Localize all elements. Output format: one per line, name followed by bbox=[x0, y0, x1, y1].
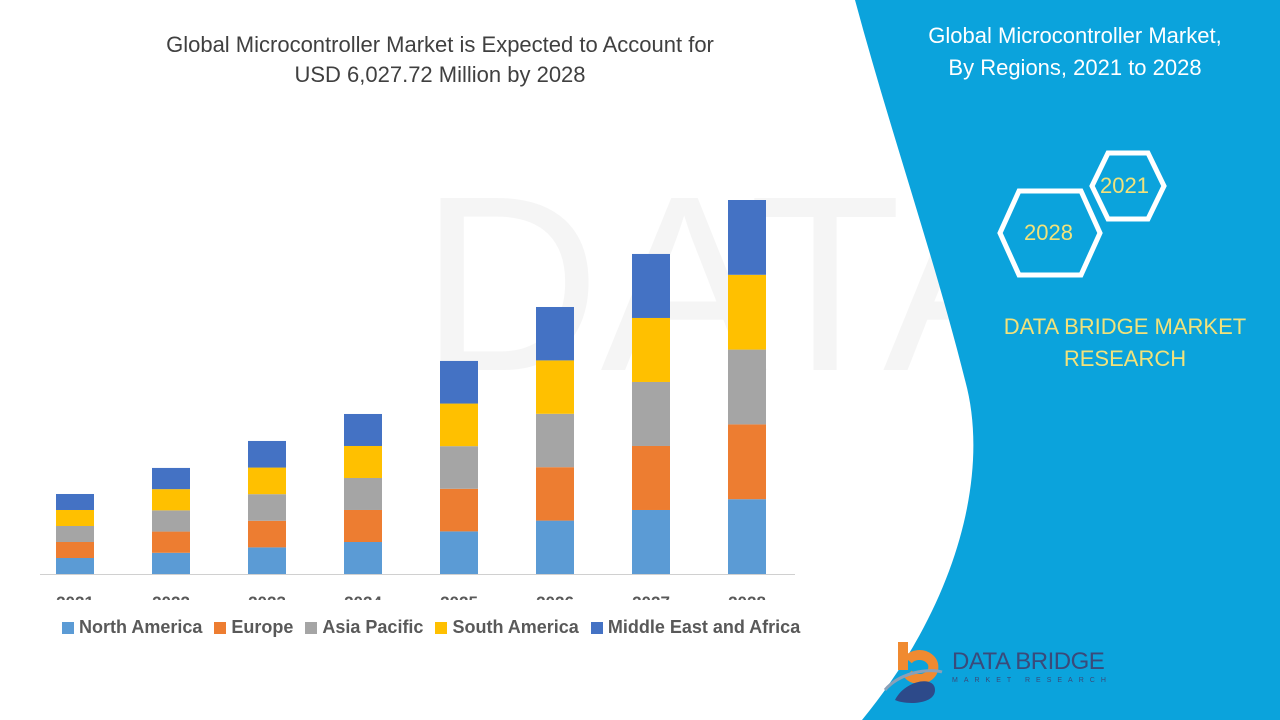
legend-item: Europe bbox=[214, 617, 293, 638]
x-tick-label: 2028 bbox=[728, 593, 766, 600]
bar-segment-2021-0 bbox=[56, 557, 94, 574]
brand-line-2: RESEARCH bbox=[1063, 346, 1187, 371]
hex-label-2028: 2028 bbox=[1024, 220, 1073, 245]
bar-segment-2023-0 bbox=[248, 547, 286, 574]
side-panel-title: Global Microcontroller Market, By Region… bbox=[900, 20, 1250, 84]
bar-segment-2025-3 bbox=[440, 403, 478, 447]
legend-swatch bbox=[214, 621, 227, 634]
bar-segment-2023-4 bbox=[248, 440, 286, 468]
legend-item: North America bbox=[62, 617, 202, 638]
legend-label: Middle East and Africa bbox=[607, 617, 801, 637]
bar-segment-2028-2 bbox=[728, 349, 766, 425]
x-tick-label: 2021 bbox=[56, 593, 94, 600]
bar-segment-2025-4 bbox=[440, 360, 478, 404]
bar-segment-2024-0 bbox=[344, 541, 382, 574]
x-tick-label: 2024 bbox=[344, 593, 382, 600]
logo-icon bbox=[883, 642, 943, 703]
bar-segment-2026-4 bbox=[536, 306, 574, 361]
hex-label-2021: 2021 bbox=[1100, 173, 1149, 198]
legend-label: Asia Pacific bbox=[322, 617, 424, 637]
bar-segment-2025-0 bbox=[440, 531, 478, 574]
bar-segment-2022-3 bbox=[152, 489, 190, 511]
bar-segment-2026-2 bbox=[536, 413, 574, 468]
bar-segment-2023-3 bbox=[248, 467, 286, 495]
bar-segment-2027-3 bbox=[632, 317, 670, 382]
bar-segment-2024-3 bbox=[344, 445, 382, 478]
bar-segment-2021-3 bbox=[56, 509, 94, 526]
bar-segment-2021-1 bbox=[56, 541, 94, 558]
legend-swatch bbox=[305, 621, 318, 634]
hexagon-2021 bbox=[1089, 150, 1167, 222]
side-panel-shape bbox=[855, 0, 1280, 720]
brand-text: DATA BRIDGE MARKET RESEARCH bbox=[975, 311, 1275, 375]
bar-segment-2025-2 bbox=[440, 446, 478, 489]
bar-segment-2025-1 bbox=[440, 488, 478, 532]
legend-swatch bbox=[62, 621, 74, 634]
bar-segment-2022-1 bbox=[152, 531, 190, 553]
bar-segment-2028-4 bbox=[728, 200, 766, 275]
legend-swatch bbox=[590, 621, 603, 634]
legend-item: Asia Pacific bbox=[305, 617, 423, 638]
bar-segment-2021-2 bbox=[56, 525, 94, 542]
legend-swatch bbox=[435, 621, 448, 634]
side-title-line-2: By Regions, 2021 to 2028 bbox=[948, 55, 1202, 80]
legend-item: Middle East and Africa bbox=[590, 617, 801, 638]
bar-segment-2028-0 bbox=[728, 499, 766, 574]
bar-segment-2023-1 bbox=[248, 520, 286, 548]
legend-label: North America bbox=[79, 617, 203, 637]
bar-segment-2027-1 bbox=[632, 445, 670, 510]
bar-segment-2028-1 bbox=[728, 424, 766, 500]
bar-segment-2028-3 bbox=[728, 274, 766, 350]
bar-segment-2022-0 bbox=[152, 552, 190, 574]
brand-line-1: DATA BRIDGE MARKET bbox=[1003, 314, 1247, 339]
bar-segment-2022-2 bbox=[152, 510, 190, 532]
bar-segment-2024-1 bbox=[344, 509, 382, 542]
bar-segment-2022-4 bbox=[152, 467, 190, 490]
x-tick-label: 2027 bbox=[632, 593, 670, 600]
bar-segment-2027-4 bbox=[632, 253, 670, 318]
logo-tagline: MARKET RESEARCH bbox=[952, 677, 1112, 684]
hexagon-2028 bbox=[997, 188, 1103, 278]
stacked-bar-chart: 2021 2022 2023 2024 2025 2026 2027 2028 bbox=[40, 200, 795, 600]
x-tick-label: 2026 bbox=[536, 593, 574, 600]
side-title-line-1: Global Microcontroller Market, bbox=[928, 23, 1222, 48]
legend-item: South America bbox=[435, 617, 579, 638]
title-line-2: USD 6,027.72 Million by 2028 bbox=[294, 62, 586, 87]
bar-segment-2021-4 bbox=[56, 493, 94, 510]
bar-segment-2023-2 bbox=[248, 494, 286, 521]
legend-label: South America bbox=[452, 617, 579, 637]
x-tick-label: 2025 bbox=[440, 593, 478, 600]
legend-label: Europe bbox=[231, 617, 294, 637]
bar-segment-2027-0 bbox=[632, 509, 670, 574]
bar-segment-2024-4 bbox=[344, 413, 382, 446]
logo-name: DATA BRIDGE bbox=[952, 648, 1105, 675]
bar-segment-2027-2 bbox=[632, 381, 670, 446]
chart-legend: North America Europe Asia Pacific South Ame… bbox=[62, 617, 800, 638]
bar-segment-2024-2 bbox=[344, 477, 382, 510]
title-line-1: Global Microcontroller Market is Expecte… bbox=[166, 32, 714, 57]
bar-segment-2026-1 bbox=[536, 467, 574, 521]
x-tick-label: 2022 bbox=[152, 593, 190, 600]
bar-segment-2026-0 bbox=[536, 520, 574, 574]
chart-title: Global Microcontroller Market is Expecte… bbox=[80, 30, 800, 90]
bar-segment-2026-3 bbox=[536, 360, 574, 414]
x-tick-label: 2023 bbox=[248, 593, 286, 600]
